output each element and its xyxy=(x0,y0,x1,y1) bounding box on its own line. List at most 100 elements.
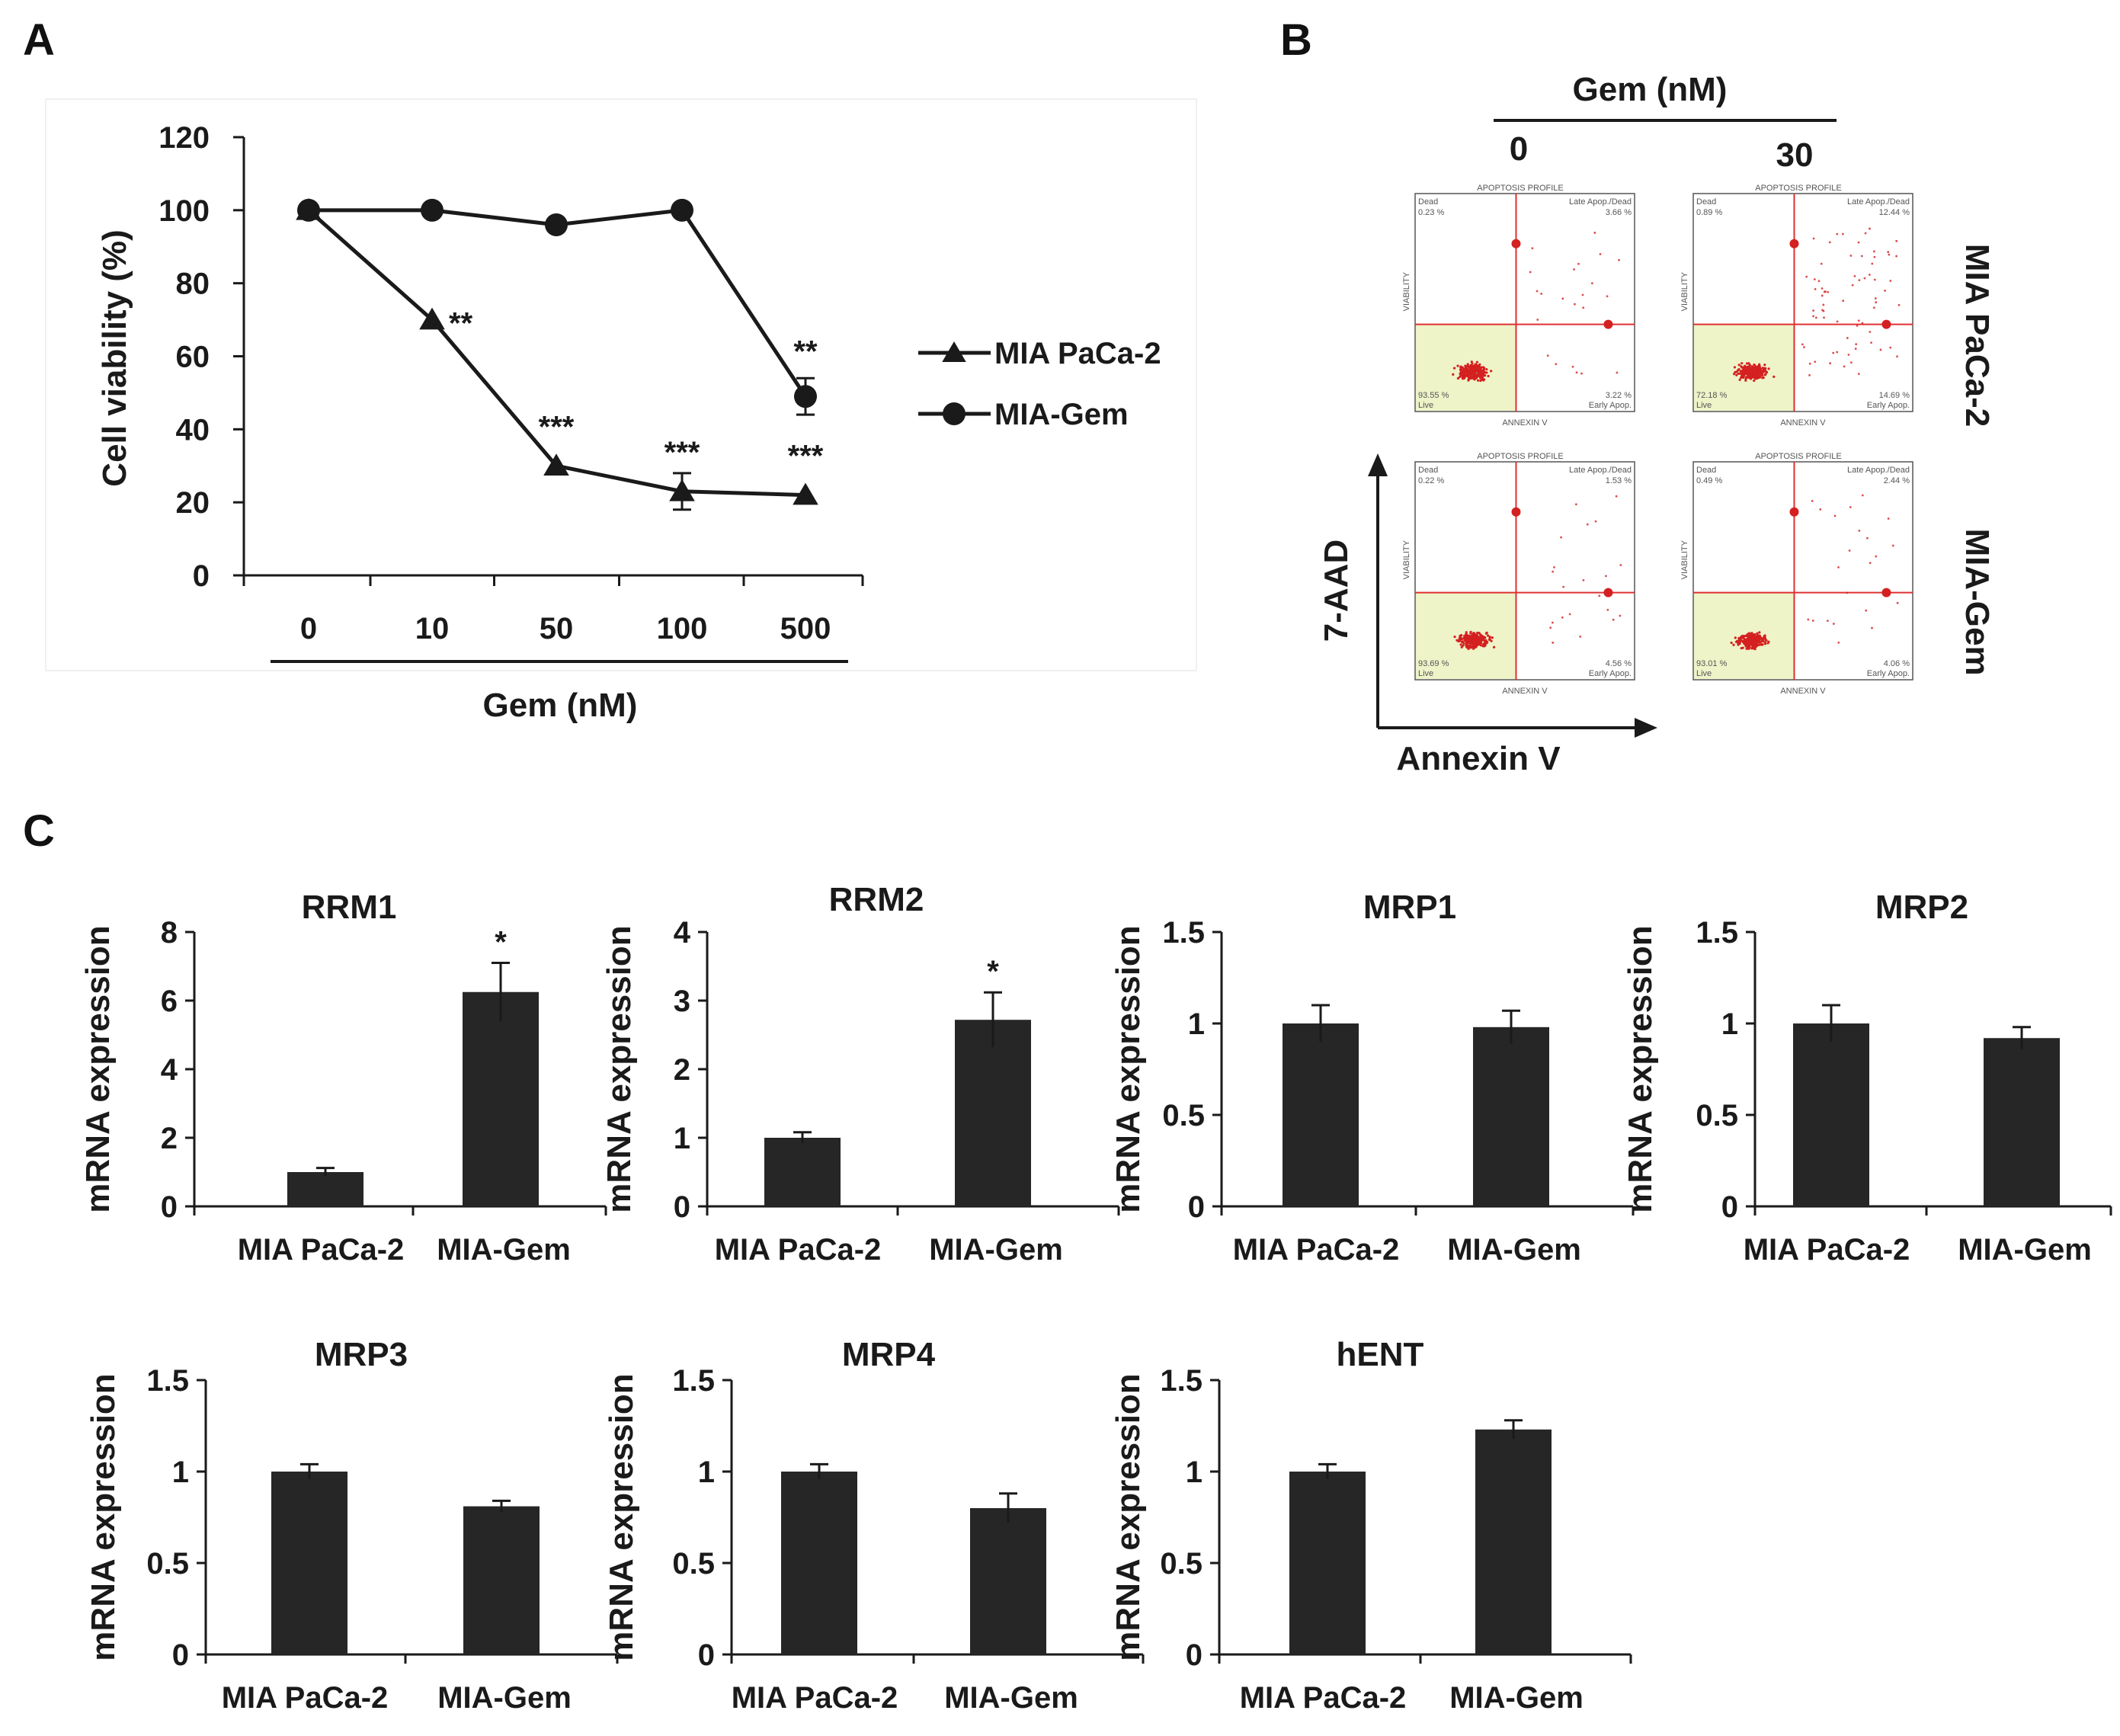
event-dot xyxy=(1582,578,1585,581)
event-dot xyxy=(1474,376,1477,379)
quadrant-label-early: Early Apop. xyxy=(1589,669,1632,678)
event-dot xyxy=(1458,636,1462,639)
bar-mia-gem xyxy=(955,1020,1031,1206)
event-dot xyxy=(1763,373,1766,376)
flow-plot-x-label: ANNEXIN V xyxy=(1502,418,1548,428)
event-dot xyxy=(1561,616,1564,619)
event-dot xyxy=(1874,297,1877,299)
y-tick-label: 0 xyxy=(161,1190,178,1224)
event-dot xyxy=(1481,639,1484,642)
y-axis-label: mRNA expression xyxy=(603,1373,640,1661)
event-dot xyxy=(1478,632,1481,635)
event-dot xyxy=(1531,247,1534,250)
x-category-label: MIA-Gem xyxy=(437,1681,572,1715)
event-dot xyxy=(1807,618,1810,621)
flow-cytometry-panel: Gem (nM) 0 30 MIA PaCa-2 MIA-Gem APOPTOS… xyxy=(1318,71,1996,777)
event-dot xyxy=(1869,331,1872,333)
event-dot xyxy=(1849,506,1852,508)
data-point-circle xyxy=(545,213,568,236)
quadrant-value-live: 72.18 % xyxy=(1696,391,1728,400)
event-dot xyxy=(1812,309,1815,312)
event-dot xyxy=(1842,299,1845,303)
quadrant-value-late: 12.44 % xyxy=(1879,208,1910,217)
event-dot xyxy=(1875,555,1878,558)
x-category-label: MIA-Gem xyxy=(1447,1233,1581,1267)
bar-mia-paca-2 xyxy=(1793,1023,1869,1206)
event-dot xyxy=(1805,275,1808,278)
quadrant-handle-vertical xyxy=(1789,239,1799,248)
event-dot xyxy=(1490,639,1493,642)
event-dot xyxy=(1744,364,1747,367)
viability-x-label: Gem (nM) xyxy=(483,687,638,724)
event-dot xyxy=(1475,642,1478,645)
event-dot xyxy=(1478,376,1482,380)
flow-x-arrowhead xyxy=(1635,718,1657,738)
y-tick-label: 8 xyxy=(161,916,178,950)
event-dot xyxy=(1895,239,1898,242)
significance-label: ** xyxy=(449,307,473,341)
chart-title: RRM1 xyxy=(302,889,397,926)
event-dot xyxy=(1741,639,1744,642)
quadrant-value-live: 93.01 % xyxy=(1696,659,1728,668)
event-dot xyxy=(1459,372,1462,375)
event-dot xyxy=(1896,355,1898,358)
event-dot xyxy=(1872,306,1875,309)
y-tick-label: 0.5 xyxy=(672,1547,715,1581)
event-dot xyxy=(1474,643,1477,646)
data-point-triangle xyxy=(543,453,569,476)
event-dot xyxy=(1744,379,1747,382)
y-axis-label: mRNA expression xyxy=(85,1373,122,1661)
event-dot xyxy=(1773,375,1776,378)
y-tick-label: 0 xyxy=(172,1638,189,1672)
quadrant-value-dead: 0.22 % xyxy=(1418,476,1444,485)
event-dot xyxy=(1817,280,1821,283)
event-dot xyxy=(1598,594,1601,597)
bar-mia-gem xyxy=(463,1506,540,1654)
x-category-label: MIA PaCa-2 xyxy=(238,1233,405,1267)
event-dot xyxy=(1737,643,1740,646)
event-dot xyxy=(1467,370,1470,373)
x-category-label: MIA-Gem xyxy=(929,1233,1063,1267)
event-dot xyxy=(1743,368,1747,371)
bar-chart-rrm1: RRM1 0 2 4 6 8 mRNA expression MIA PaCa-2 MIA-Ge… xyxy=(79,889,607,1267)
event-dot xyxy=(1472,647,1475,650)
event-dot xyxy=(1453,635,1456,639)
data-point-circle xyxy=(794,385,817,408)
event-dot xyxy=(1758,363,1761,366)
event-dot xyxy=(1750,639,1754,642)
event-dot xyxy=(1854,348,1857,351)
event-dot xyxy=(1860,255,1863,258)
event-dot xyxy=(1604,575,1607,578)
event-dot xyxy=(1758,369,1761,372)
y-tick-label: 1.5 xyxy=(1696,916,1738,950)
event-dot xyxy=(1599,253,1602,255)
event-dot xyxy=(1552,570,1555,573)
event-dot xyxy=(1747,642,1750,645)
event-dot xyxy=(1472,640,1475,643)
event-dot xyxy=(1467,647,1470,650)
event-dot xyxy=(1756,636,1759,640)
event-dot xyxy=(1757,637,1761,640)
event-dot xyxy=(1468,639,1471,642)
x-category-label: MIA-Gem xyxy=(437,1233,571,1267)
event-dot xyxy=(1836,320,1839,323)
event-dot xyxy=(1593,232,1596,234)
event-dot xyxy=(1735,373,1738,376)
quadrant-handle-horizontal xyxy=(1881,319,1891,329)
event-dot xyxy=(1833,514,1837,517)
flow-plot-y-label: VIABILITY xyxy=(1402,540,1411,579)
event-dot xyxy=(1837,566,1840,569)
event-dot xyxy=(1468,634,1471,637)
quadrant-value-late: 3.66 % xyxy=(1606,208,1632,217)
y-tick-label: 0 xyxy=(1186,1638,1203,1672)
flow-x-label: Annexin V xyxy=(1396,740,1561,777)
significance-label: * xyxy=(987,955,999,988)
event-dot xyxy=(1888,253,1891,256)
quadrant-label-dead: Dead xyxy=(1418,197,1438,207)
flow-y-arrowhead xyxy=(1368,453,1388,476)
event-dot xyxy=(1757,634,1761,637)
event-dot xyxy=(1857,319,1860,322)
event-dot xyxy=(1553,566,1555,569)
